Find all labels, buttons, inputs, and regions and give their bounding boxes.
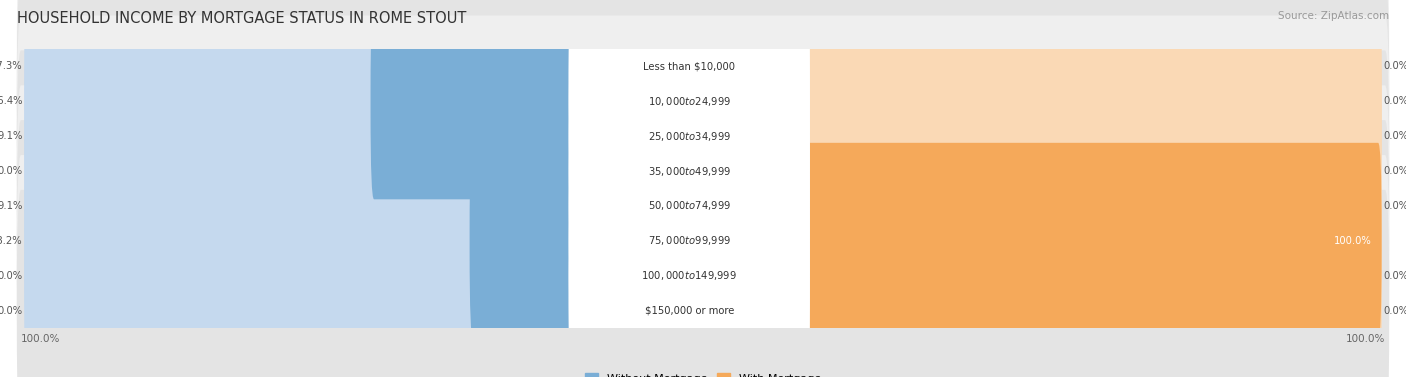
FancyBboxPatch shape — [568, 38, 810, 234]
Text: $100,000 to $149,999: $100,000 to $149,999 — [641, 269, 737, 282]
Legend: Without Mortgage, With Mortgage: Without Mortgage, With Mortgage — [585, 373, 821, 377]
FancyBboxPatch shape — [568, 213, 810, 377]
FancyBboxPatch shape — [24, 213, 575, 377]
Text: Source: ZipAtlas.com: Source: ZipAtlas.com — [1278, 11, 1389, 21]
FancyBboxPatch shape — [803, 143, 1382, 339]
FancyBboxPatch shape — [24, 38, 575, 234]
FancyBboxPatch shape — [24, 0, 575, 164]
Text: 0.0%: 0.0% — [0, 305, 22, 316]
Text: 100.0%: 100.0% — [1333, 236, 1371, 246]
FancyBboxPatch shape — [420, 0, 575, 164]
FancyBboxPatch shape — [17, 0, 1389, 187]
Text: 9.1%: 9.1% — [0, 201, 22, 211]
Text: Less than $10,000: Less than $10,000 — [643, 61, 735, 72]
Text: $150,000 or more: $150,000 or more — [644, 305, 734, 316]
FancyBboxPatch shape — [568, 108, 810, 304]
FancyBboxPatch shape — [803, 213, 1382, 377]
Text: 9.1%: 9.1% — [0, 131, 22, 141]
Text: 27.3%: 27.3% — [0, 61, 22, 72]
Text: $50,000 to $74,999: $50,000 to $74,999 — [648, 199, 731, 212]
FancyBboxPatch shape — [24, 178, 575, 374]
FancyBboxPatch shape — [803, 108, 1382, 304]
FancyBboxPatch shape — [568, 143, 810, 339]
FancyBboxPatch shape — [568, 3, 810, 199]
FancyBboxPatch shape — [17, 190, 1389, 377]
Text: $35,000 to $49,999: $35,000 to $49,999 — [648, 165, 731, 178]
FancyBboxPatch shape — [519, 38, 575, 234]
FancyBboxPatch shape — [17, 120, 1389, 362]
FancyBboxPatch shape — [24, 108, 575, 304]
Text: HOUSEHOLD INCOME BY MORTGAGE STATUS IN ROME STOUT: HOUSEHOLD INCOME BY MORTGAGE STATUS IN R… — [17, 11, 467, 26]
Text: 0.0%: 0.0% — [1384, 305, 1406, 316]
FancyBboxPatch shape — [803, 3, 1382, 199]
FancyBboxPatch shape — [17, 51, 1389, 292]
Text: $25,000 to $34,999: $25,000 to $34,999 — [648, 130, 731, 143]
Text: 0.0%: 0.0% — [1384, 271, 1406, 281]
FancyBboxPatch shape — [803, 73, 1382, 269]
Text: 100.0%: 100.0% — [1346, 334, 1385, 344]
Text: 18.2%: 18.2% — [0, 236, 22, 246]
Text: 0.0%: 0.0% — [1384, 131, 1406, 141]
Text: $10,000 to $24,999: $10,000 to $24,999 — [648, 95, 731, 108]
Text: 0.0%: 0.0% — [0, 166, 22, 176]
FancyBboxPatch shape — [568, 0, 810, 164]
FancyBboxPatch shape — [803, 143, 1382, 339]
FancyBboxPatch shape — [17, 15, 1389, 257]
FancyBboxPatch shape — [24, 73, 575, 269]
Text: 0.0%: 0.0% — [0, 271, 22, 281]
Text: 0.0%: 0.0% — [1384, 166, 1406, 176]
FancyBboxPatch shape — [24, 3, 575, 199]
FancyBboxPatch shape — [568, 178, 810, 374]
FancyBboxPatch shape — [17, 155, 1389, 377]
Text: 36.4%: 36.4% — [0, 96, 22, 106]
FancyBboxPatch shape — [17, 85, 1389, 326]
FancyBboxPatch shape — [24, 143, 575, 339]
Text: $75,000 to $99,999: $75,000 to $99,999 — [648, 234, 731, 247]
FancyBboxPatch shape — [803, 178, 1382, 374]
FancyBboxPatch shape — [568, 73, 810, 269]
FancyBboxPatch shape — [519, 108, 575, 304]
FancyBboxPatch shape — [371, 3, 575, 199]
Text: 0.0%: 0.0% — [1384, 201, 1406, 211]
FancyBboxPatch shape — [803, 0, 1382, 164]
Text: 0.0%: 0.0% — [1384, 96, 1406, 106]
FancyBboxPatch shape — [17, 0, 1389, 222]
Text: 0.0%: 0.0% — [1384, 61, 1406, 72]
FancyBboxPatch shape — [803, 38, 1382, 234]
Text: 100.0%: 100.0% — [21, 334, 60, 344]
FancyBboxPatch shape — [470, 143, 575, 339]
